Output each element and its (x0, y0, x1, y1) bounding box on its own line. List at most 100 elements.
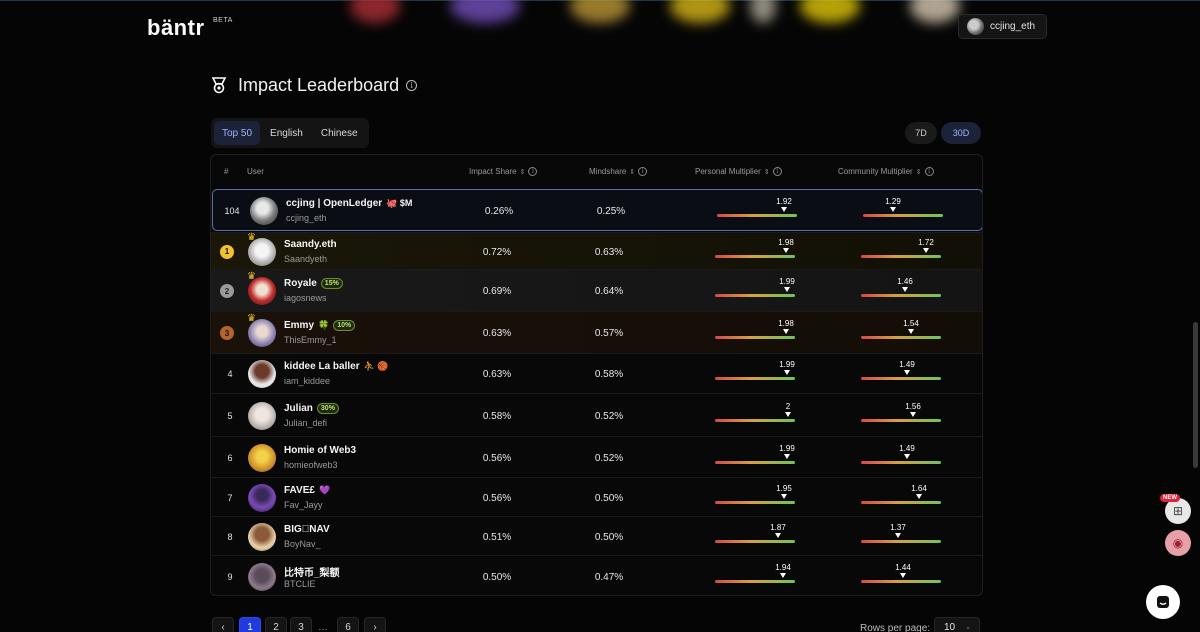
table-row[interactable]: 2 ♛ Royale 15% iagosnews 0.69% 0.64% 1.99 1.46 (211, 269, 982, 311)
pagination-ellipsis: … (318, 621, 328, 632)
mindshare-value: 0.25% (596, 206, 626, 217)
avatar[interactable] (248, 237, 276, 266)
community-marker-icon (910, 411, 916, 417)
impact-share-value: 0.63% (482, 369, 512, 380)
user-name[interactable]: Royale 15% (284, 278, 343, 289)
tab-english[interactable]: English (270, 127, 303, 139)
user-name[interactable]: Emmy 🍀 10% (284, 320, 356, 331)
banner-blob (350, 0, 400, 23)
user-name[interactable]: BIG⃣NAV (284, 524, 330, 535)
community-marker-icon (916, 493, 922, 499)
avatar[interactable] (248, 443, 276, 472)
page-3-button[interactable]: 3 (290, 617, 312, 632)
avatar[interactable] (248, 319, 276, 347)
table-row[interactable]: 7 FAVE£ 💜 Fav_Jayy 0.56% 0.50% 1.95 1.64 (211, 477, 982, 516)
mindshare-value: 0.64% (594, 286, 624, 297)
apps-grid-button[interactable]: ⊞ (1165, 498, 1191, 524)
column-community-multiplier[interactable]: Community Multiplier ⇕ i (838, 167, 934, 176)
translate-button[interactable]: ◉ (1165, 530, 1191, 556)
column-mindshare[interactable]: Mindshare ⇕ i (589, 167, 648, 176)
sort-icon[interactable]: ⇕ (519, 168, 526, 176)
boost-badge: 15% (320, 278, 343, 289)
rows-per-page-select[interactable]: 10 ⌄ (934, 617, 980, 632)
rank-number: 104 (224, 206, 240, 216)
logo[interactable]: bäntr (147, 15, 205, 40)
avatar[interactable] (248, 483, 276, 512)
next-page-button[interactable]: › (364, 617, 386, 632)
info-icon[interactable]: i (528, 167, 538, 176)
column-impact-share[interactable]: Impact Share ⇕ i (469, 167, 538, 176)
user-name-text: BIG⃣NAV (284, 523, 330, 535)
grid-icon: ⊞ (1172, 504, 1184, 518)
user-name[interactable]: Saandy.eth (284, 239, 337, 250)
avatar[interactable] (248, 522, 276, 551)
page-2-button[interactable]: 2 (265, 617, 287, 632)
user-name[interactable]: kiddee La baller ⛹ 🏀 (284, 361, 389, 372)
tab-top-50[interactable]: Top 50 (214, 121, 261, 145)
user-menu-label: ccjing_eth (990, 21, 1036, 32)
mindshare-value: 0.52% (594, 410, 624, 422)
mindshare-value: 0.58% (594, 369, 624, 380)
sort-icon[interactable]: ⇕ (763, 168, 770, 176)
avatar[interactable] (248, 277, 276, 305)
avatar[interactable] (250, 197, 278, 225)
user-menu-button[interactable]: ccjing_eth (958, 14, 1047, 39)
impact-share-value: 0.26% (484, 206, 514, 217)
banner-blob (570, 0, 630, 23)
table-row[interactable]: 8 BIG⃣NAV BoyNav_ 0.51% 0.50% 1.87 1.37 (211, 516, 982, 555)
chat-support-button[interactable] (1146, 585, 1180, 619)
period-7d-button[interactable]: 7D (905, 122, 937, 144)
info-icon[interactable]: i (406, 79, 418, 91)
user-name-text: FAVE£ (284, 484, 315, 496)
avatar[interactable] (248, 360, 276, 388)
info-icon[interactable]: i (924, 167, 934, 176)
personal-multiplier-bar (715, 500, 795, 504)
table-row[interactable]: 9 比特币_梨额 BTCLIE 0.50% 0.47% 1.94 1.44 (211, 555, 982, 595)
table-row[interactable]: 6 Homie of Web3 homieofweb3 0.56% 0.52% 1.99 1… (211, 436, 982, 477)
personal-multiplier-value: 1.94 (775, 563, 791, 572)
user-name-emoji: 🐙 $M (386, 198, 413, 208)
prev-page-button[interactable]: ‹ (212, 617, 234, 632)
user-name[interactable]: 比特币_梨额 (284, 564, 340, 579)
community-multiplier-value: 1.37 (890, 522, 906, 532)
user-name[interactable]: Homie of Web3 (284, 445, 356, 456)
avatar[interactable] (248, 563, 276, 591)
user-name-emoji: 🍀 (318, 320, 330, 330)
page-header: Impact Leaderboard i (210, 74, 418, 96)
personal-multiplier-bar (715, 336, 795, 339)
rank-number: 5 (227, 410, 233, 421)
user-name-text: ccjing | OpenLedger (286, 198, 383, 209)
personal-multiplier-value: 1.95 (776, 483, 792, 493)
personal-multiplier-bar (715, 377, 795, 380)
user-handle: iam_kiddee (284, 376, 331, 386)
personal-multiplier-bar (715, 539, 795, 543)
personal-marker-icon (784, 453, 790, 459)
page-6-button[interactable]: 6 (337, 617, 359, 632)
user-name[interactable]: FAVE£ 💜 (284, 485, 330, 496)
rank-number: 4 (227, 369, 233, 379)
tab-chinese[interactable]: Chinese (320, 127, 358, 139)
table-row[interactable]: 3 ♛ Emmy 🍀 10% ThisEmmy_1 0.63% 0.57% 1.98 1.54 (211, 311, 982, 353)
column-personal-multiplier[interactable]: Personal Multiplier ⇕ i (695, 167, 782, 176)
personal-marker-icon (784, 287, 790, 292)
avatar[interactable] (248, 401, 276, 430)
scrollbar[interactable] (1193, 322, 1198, 468)
page-1-button[interactable]: 1 (239, 617, 261, 632)
table-row[interactable]: 4 kiddee La baller ⛹ 🏀 iam_kiddee 0.63% 0.58%… (211, 353, 982, 393)
period-30d-button[interactable]: 30D (941, 122, 981, 144)
table-row[interactable]: 104 ccjing | OpenLedger 🐙 $M ccjing_eth 0.26… (212, 189, 982, 231)
page-title: Impact Leaderboard (238, 74, 400, 95)
table-row[interactable]: 5 Julian 30% Julian_defi 0.58% 0.52% 2 1.56 (211, 393, 982, 436)
info-icon[interactable]: i (772, 167, 782, 176)
community-marker-icon (923, 247, 929, 253)
sort-icon[interactable]: ⇕ (915, 168, 922, 176)
user-name[interactable]: Julian 30% (284, 402, 339, 414)
personal-marker-icon (785, 411, 791, 417)
user-name[interactable]: ccjing | OpenLedger 🐙 $M (286, 198, 412, 209)
sort-icon[interactable]: ⇕ (629, 168, 636, 176)
new-badge: NEW (1160, 494, 1180, 502)
boost-badge: 30% (316, 402, 339, 414)
info-icon[interactable]: i (638, 167, 648, 176)
rank-medal: 2 (220, 284, 234, 298)
table-row[interactable]: 1 ♛ Saandy.eth Saandyeth 0.72% 0.63% 1.98 1.72 (211, 232, 982, 269)
